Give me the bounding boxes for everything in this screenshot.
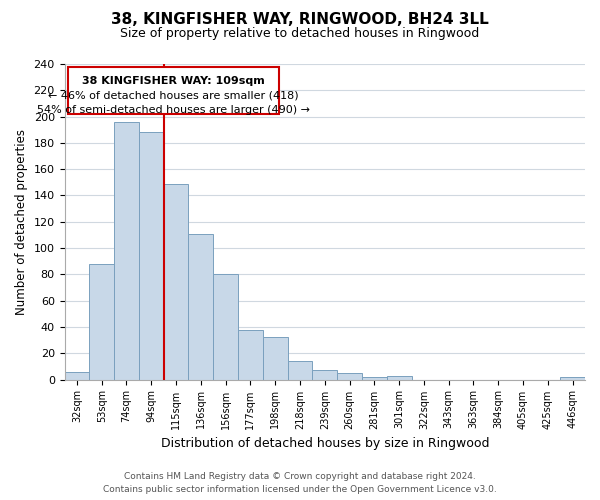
Text: 54% of semi-detached houses are larger (490) →: 54% of semi-detached houses are larger (… (37, 105, 310, 115)
Text: 38 KINGFISHER WAY: 109sqm: 38 KINGFISHER WAY: 109sqm (82, 76, 265, 86)
Bar (362, 377, 387, 380)
Text: 38, KINGFISHER WAY, RINGWOOD, BH24 3LL: 38, KINGFISHER WAY, RINGWOOD, BH24 3LL (111, 12, 489, 28)
Text: ← 46% of detached houses are smaller (418): ← 46% of detached houses are smaller (41… (48, 90, 299, 101)
Text: Size of property relative to detached houses in Ringwood: Size of property relative to detached ho… (121, 28, 479, 40)
Bar (560, 377, 585, 380)
Y-axis label: Number of detached properties: Number of detached properties (15, 129, 28, 315)
Bar (139, 132, 164, 380)
Bar (238, 330, 263, 380)
Text: Contains HM Land Registry data © Crown copyright and database right 2024.
Contai: Contains HM Land Registry data © Crown c… (103, 472, 497, 494)
Bar (65, 372, 89, 380)
Bar (114, 122, 139, 380)
Bar (337, 373, 362, 380)
Bar (287, 361, 313, 380)
Bar (164, 184, 188, 380)
Bar (213, 274, 238, 380)
Bar (89, 264, 114, 380)
Bar (263, 338, 287, 380)
Bar (387, 376, 412, 380)
X-axis label: Distribution of detached houses by size in Ringwood: Distribution of detached houses by size … (161, 437, 489, 450)
Bar (313, 370, 337, 380)
FancyBboxPatch shape (68, 66, 279, 114)
Bar (188, 234, 213, 380)
